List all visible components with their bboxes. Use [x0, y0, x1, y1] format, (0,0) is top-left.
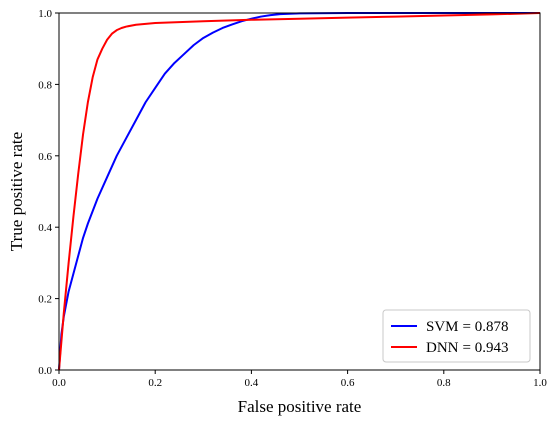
- x-tick-label: 0.8: [437, 377, 451, 389]
- y-tick-label: 0.2: [38, 294, 52, 306]
- x-tick-label: 0.6: [341, 377, 355, 389]
- legend-label: SVM = 0.878: [426, 319, 508, 335]
- x-tick-label: 1.0: [533, 377, 547, 389]
- legend-label: DNN = 0.943: [426, 340, 508, 356]
- plot-frame: [58, 12, 541, 371]
- legend-auc-value: = 0.943: [463, 340, 509, 356]
- legend-model-name: DNN: [426, 340, 459, 356]
- y-tick-label: 0.6: [38, 151, 52, 163]
- x-axis-label: False positive rate: [238, 397, 362, 416]
- x-tick-label: 0.2: [148, 377, 162, 389]
- series-line-dnn: [58, 12, 541, 371]
- legend-model-name: SVM: [426, 319, 459, 335]
- x-tick-label: 0.0: [52, 377, 66, 389]
- legend-box: [382, 309, 531, 363]
- axis-ticks: 0.0 0.2 0.4 0.6 0.8 1.0 0.0 0.2 0.4 0.6 0.8 1.0: [38, 8, 547, 389]
- series-lines: [58, 12, 541, 371]
- legend-auc-value: = 0.878: [463, 319, 509, 335]
- x-tick-label: 0.4: [245, 377, 259, 389]
- y-tick-label: 0.8: [38, 79, 52, 91]
- y-tick-label: 0.0: [38, 365, 52, 377]
- y-axis-label: True positive rate: [7, 132, 26, 251]
- series-line-svm: [58, 12, 540, 371]
- y-tick-label: 0.4: [38, 222, 52, 234]
- y-tick-label: 1.0: [38, 8, 52, 20]
